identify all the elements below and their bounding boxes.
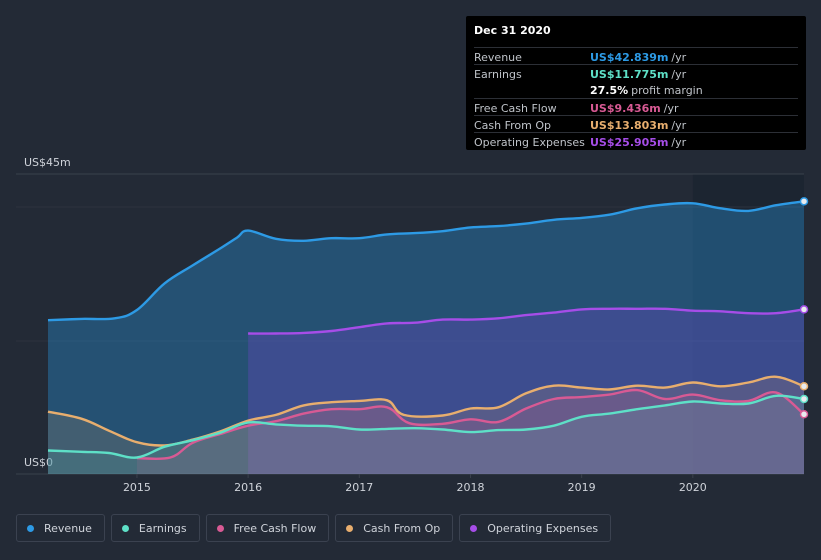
- legend-item-cash-from-op[interactable]: Cash From Op: [335, 514, 454, 542]
- x-tick-label: 2017: [345, 481, 373, 494]
- operating-expenses-dot-icon: [470, 524, 478, 532]
- tooltip-label: Cash From Op: [474, 119, 552, 132]
- x-tick-label: 2016: [234, 481, 262, 494]
- tooltip-row-profit-margin: 27.5% profit margin: [474, 81, 798, 98]
- free_cash_flow-line: [136, 388, 805, 461]
- free_cash_flow-end-marker: [799, 410, 809, 419]
- earnings-end-marker: [799, 394, 809, 404]
- tooltip-row-revenue: Revenue US$42.839m/yr: [474, 47, 798, 65]
- forecast-highlight-band: [692, 174, 804, 474]
- legend-item-revenue[interactable]: Revenue: [16, 514, 105, 542]
- tooltip-value: US$11.775m/yr: [590, 68, 687, 81]
- x-tick-label: 2019: [568, 481, 596, 494]
- operating_expenses-area: [248, 308, 805, 474]
- tooltip-row-earnings: Earnings US$11.775m/yr: [474, 64, 798, 82]
- tooltip-label: Earnings: [474, 68, 522, 81]
- legend-label: Operating Expenses: [487, 521, 599, 535]
- legend-item-earnings[interactable]: Earnings: [110, 514, 200, 542]
- tooltip-row-operating-expenses: Operating Expenses US$25.905m/yr: [474, 132, 798, 150]
- earnings-dot-icon: [121, 524, 129, 532]
- series-end-markers: [799, 197, 809, 419]
- profit-margin-value: 27.5% profit margin: [590, 84, 703, 97]
- x-tick-label: 2020: [679, 481, 707, 494]
- earnings-line: [47, 394, 805, 459]
- legend-label: Cash From Op: [363, 521, 441, 535]
- earnings-area: [48, 395, 804, 474]
- tooltip-value: US$25.905m/yr: [590, 136, 687, 149]
- revenue-line: [47, 200, 805, 322]
- legend-item-free-cash-flow[interactable]: Free Cash Flow: [205, 514, 330, 542]
- tooltip-label: Operating Expenses: [474, 136, 585, 149]
- y-axis-top-label: US$45m: [24, 156, 71, 169]
- cash-from-op-dot-icon: [346, 524, 354, 532]
- x-tick-label: 2018: [456, 481, 484, 494]
- tooltip-date: Dec 31 2020: [474, 24, 551, 37]
- legend-item-operating-expenses[interactable]: Operating Expenses: [459, 514, 612, 542]
- chart-legend: Revenue Earnings Free Cash Flow Cash Fro…: [16, 514, 612, 542]
- tooltip-value: US$42.839m/yr: [590, 51, 687, 64]
- tooltip-value: US$13.803m/yr: [590, 119, 687, 132]
- tooltip-value: US$9.436m/yr: [590, 102, 679, 115]
- tooltip-label: Free Cash Flow: [474, 102, 557, 115]
- revenue-area: [48, 201, 804, 475]
- y-axis-bottom-label: US$0: [24, 456, 53, 469]
- revenue-dot-icon: [27, 524, 34, 532]
- cash_from_op-end-marker: [799, 382, 809, 391]
- legend-label: Free Cash Flow: [233, 521, 317, 535]
- series-areas: [48, 201, 805, 475]
- operating_expenses-end-marker: [799, 305, 809, 314]
- tooltip-row-cash-from-op: Cash From Op US$13.803m/yr: [474, 115, 798, 133]
- tooltip-label: Revenue: [474, 51, 522, 64]
- x-tick-label: 2015: [123, 481, 151, 494]
- operating_expenses-line: [248, 307, 805, 335]
- legend-label: Revenue: [44, 521, 92, 535]
- free-cash-flow-dot-icon: [216, 524, 224, 532]
- x-axis-tick-labels: 2015 2016 2017 2018 2019 2020: [123, 474, 707, 494]
- series-lines: [47, 200, 805, 461]
- tooltip-row-free-cash-flow: Free Cash Flow US$9.436m/yr: [474, 98, 798, 116]
- tooltip-panel: Dec 31 2020 Revenue US$42.839m/yr Earnin…: [466, 16, 806, 150]
- revenue-end-marker: [799, 197, 809, 206]
- legend-label: Earnings: [138, 521, 187, 535]
